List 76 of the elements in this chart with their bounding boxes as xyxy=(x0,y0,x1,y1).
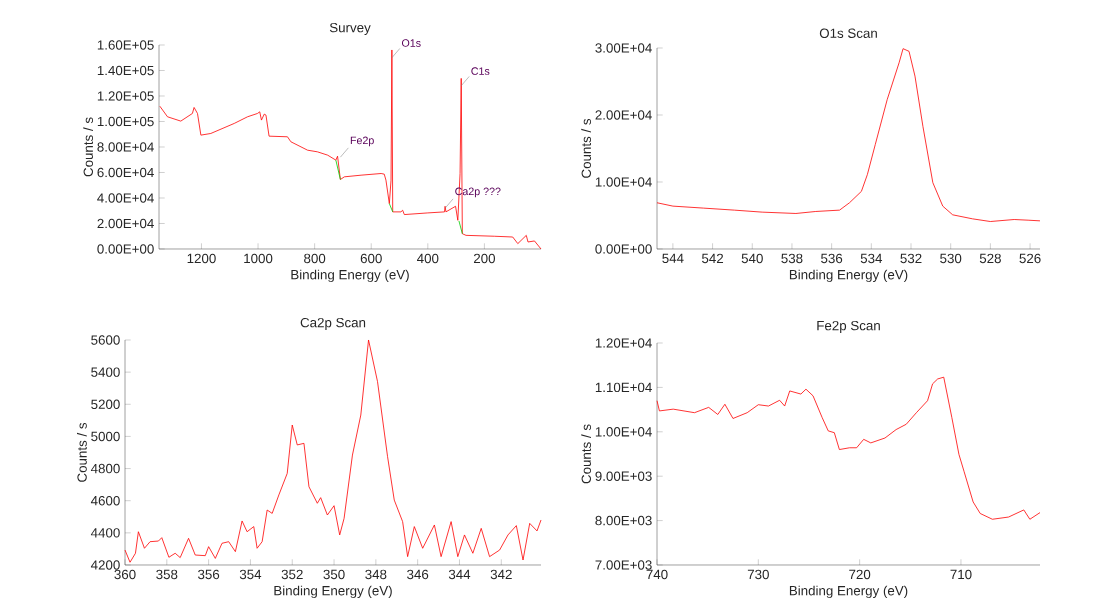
x-tick-label: 342 xyxy=(490,569,512,580)
x-tick-label: 346 xyxy=(407,569,429,580)
x-tick-label: 400 xyxy=(417,253,439,264)
chart-title: Survey xyxy=(329,22,371,35)
y-tick-label: 4600 xyxy=(90,495,120,506)
y-tick-label: 9.00E+03 xyxy=(595,471,652,481)
y-tick-label: 1.20E+04 xyxy=(595,338,652,348)
x-tick-label: 348 xyxy=(365,569,387,580)
x-axis-title: Binding Energy (eV) xyxy=(291,269,409,283)
x-tick-label: 1000 xyxy=(244,253,273,264)
x-tick-label: 536 xyxy=(821,253,843,264)
y-tick-label: 4400 xyxy=(90,528,120,538)
y-tick-label: 5000 xyxy=(91,431,120,442)
x-tick-label: 352 xyxy=(281,569,303,580)
x-tick-label: 600 xyxy=(360,253,382,264)
x-tick-label: 710 xyxy=(950,569,972,580)
x-axis-title: Binding Energy (eV) xyxy=(789,585,908,599)
x-tick-label: 532 xyxy=(900,253,922,264)
x-tick-label: 350 xyxy=(323,569,345,580)
x-tick-label: 526 xyxy=(1019,253,1041,264)
y-tick-label: 1.60E+05 xyxy=(97,40,154,50)
y-tick-label: 7.00E+03 xyxy=(595,560,652,570)
x-tick-label: 354 xyxy=(239,569,262,580)
chart-title: Ca2p Scan xyxy=(300,317,366,330)
annotation: Ca2p ??? xyxy=(455,187,501,198)
x-tick-label: 544 xyxy=(662,253,684,263)
y-axis-title: Counts / s xyxy=(581,424,592,484)
x-tick-label: 538 xyxy=(781,253,803,264)
x-tick-label: 540 xyxy=(741,253,763,264)
y-tick-label: 5200 xyxy=(91,399,120,409)
y-tick-label: 8.00E+04 xyxy=(97,142,154,152)
y-tick-label: 1.00E+05 xyxy=(97,116,154,127)
y-tick-label: 4200 xyxy=(90,560,120,570)
line-series xyxy=(656,376,1041,520)
line-series xyxy=(656,48,1041,222)
x-tick-label: 360 xyxy=(114,569,136,580)
annotation: Fe2p xyxy=(350,136,374,147)
x-tick-label: 542 xyxy=(701,253,724,264)
y-tick-label: 2.00E+04 xyxy=(595,110,652,120)
y-tick-label: 1.40E+05 xyxy=(97,65,154,76)
y-tick-label: 1.20E+05 xyxy=(97,91,154,101)
x-axis-title: Binding Energy (eV) xyxy=(274,585,392,599)
x-tick-label: 730 xyxy=(747,569,769,580)
x-tick-label: 534 xyxy=(860,253,883,264)
x-tick-label: 356 xyxy=(198,569,220,580)
x-tick-label: 740 xyxy=(646,569,668,580)
y-tick-label: 5400 xyxy=(91,367,120,377)
annotation: O1s xyxy=(401,39,421,47)
chart-title: Fe2p Scan xyxy=(817,320,880,333)
y-tick-label: 3.00E+04 xyxy=(595,43,652,53)
x-tick-label: 530 xyxy=(940,253,962,264)
chart-title: O1s Scan xyxy=(819,28,877,38)
y-tick-label: 5600 xyxy=(91,335,120,345)
y-tick-label: 0.00E+00 xyxy=(595,244,652,254)
y-tick-label: 8.00E+03 xyxy=(595,515,652,526)
y-tick-label: 6.00E+04 xyxy=(97,167,154,178)
x-tick-label: 528 xyxy=(979,253,1001,264)
line-series xyxy=(124,339,542,563)
y-tick-label: 0.00E+00 xyxy=(97,244,154,254)
annotation: C1s xyxy=(471,67,490,75)
x-tick-label: 1200 xyxy=(187,253,216,264)
x-tick-label: 200 xyxy=(473,253,496,264)
y-tick-label: 2.00E+04 xyxy=(97,218,154,229)
y-tick-label: 4800 xyxy=(90,463,120,474)
y-tick-label: 1.00E+04 xyxy=(595,427,652,437)
y-axis-title: Counts / s xyxy=(83,117,94,177)
x-axis-title: Binding Energy (eV) xyxy=(789,269,908,283)
x-tick-label: 358 xyxy=(156,569,178,580)
x-tick-label: 800 xyxy=(304,253,326,264)
y-tick-label: 1.00E+04 xyxy=(595,177,652,187)
y-axis-title: Counts / s xyxy=(77,422,87,482)
x-tick-label: 344 xyxy=(448,569,471,580)
y-tick-label: 4.00E+04 xyxy=(97,193,154,203)
y-tick-label: 1.10E+04 xyxy=(595,382,652,393)
y-axis-title: Counts / s xyxy=(581,118,592,178)
x-tick-label: 720 xyxy=(849,569,871,580)
